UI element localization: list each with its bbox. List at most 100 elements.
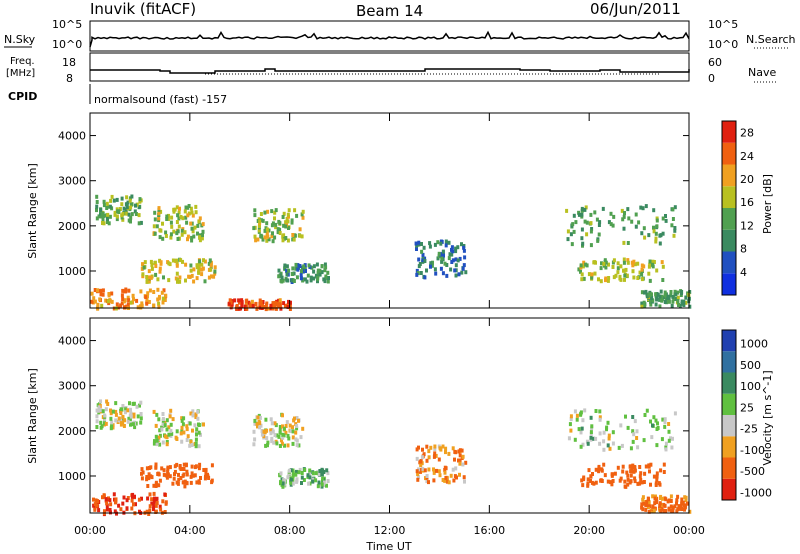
data-cell	[581, 442, 585, 447]
data-cell	[163, 492, 167, 497]
data-cell	[587, 272, 591, 277]
data-cell	[568, 422, 572, 427]
data-cell	[154, 503, 158, 508]
data-cell	[129, 215, 133, 220]
x-tick-label: 16:00	[473, 524, 505, 537]
data-cell	[598, 415, 602, 420]
data-cell	[671, 299, 675, 304]
data-cell	[105, 507, 109, 512]
data-cell	[658, 241, 662, 246]
data-cell	[276, 227, 280, 232]
data-cell	[198, 259, 202, 264]
data-cell	[326, 279, 330, 284]
data-cell	[289, 429, 293, 433]
data-cell	[109, 426, 113, 431]
data-cell	[640, 267, 644, 272]
data-cell	[626, 425, 630, 430]
data-cell	[650, 435, 654, 440]
data-cell	[210, 463, 214, 468]
nsky-tick-bottom: 10^0	[52, 38, 82, 51]
data-cell	[458, 458, 462, 463]
data-cell	[583, 207, 587, 212]
data-cell	[272, 304, 276, 309]
data-cell	[152, 224, 156, 229]
data-cell	[580, 212, 584, 217]
data-cell	[161, 221, 164, 226]
data-cell	[653, 496, 657, 501]
power-y-axis: 1000 2000 3000 4000	[58, 130, 689, 278]
colorbar-tick-label: 12	[740, 219, 754, 232]
data-cell	[292, 235, 296, 240]
data-cell	[660, 298, 664, 303]
data-cell	[140, 467, 144, 472]
data-cell	[627, 216, 631, 221]
data-cell	[613, 471, 617, 476]
data-cell	[291, 425, 294, 430]
data-cell	[269, 303, 273, 308]
data-cell	[198, 462, 202, 467]
data-cell	[421, 252, 425, 257]
velocity-panel: 1000 2000 3000 4000 Slant Range [km] 1000 50…	[26, 317, 774, 517]
data-cell	[158, 294, 161, 299]
data-cell	[175, 258, 178, 263]
data-cell	[589, 430, 593, 434]
beam-title: Beam 14	[356, 2, 423, 20]
data-cell	[609, 222, 613, 227]
data-cell	[430, 263, 434, 268]
data-cell	[667, 429, 671, 434]
data-cell	[102, 203, 106, 208]
data-cell	[654, 239, 658, 244]
data-cell	[166, 217, 170, 221]
data-cell	[312, 264, 316, 269]
data-cell	[673, 228, 677, 233]
data-cell	[197, 219, 201, 224]
data-cell	[606, 443, 610, 448]
data-cell	[463, 479, 466, 484]
data-cell	[600, 261, 603, 266]
data-cell	[113, 210, 117, 215]
data-cell	[161, 499, 165, 504]
data-cell	[621, 217, 625, 222]
data-cell	[417, 257, 421, 262]
data-cell	[295, 469, 298, 474]
data-cell	[278, 221, 282, 226]
data-cell	[662, 462, 666, 467]
data-cell	[301, 215, 305, 220]
data-cell	[601, 206, 605, 211]
data-cell	[181, 480, 185, 485]
data-cell	[196, 409, 200, 414]
data-cell	[158, 235, 162, 240]
data-cell	[251, 303, 255, 308]
data-cell	[128, 198, 132, 203]
data-cell	[415, 469, 419, 474]
data-cell	[323, 268, 327, 273]
data-cell	[444, 450, 447, 455]
data-cell	[264, 417, 268, 422]
data-cell	[614, 273, 618, 278]
data-cell	[237, 298, 241, 303]
data-cell	[145, 277, 149, 282]
data-cell	[420, 242, 423, 246]
data-cell	[153, 260, 157, 265]
data-cell	[118, 207, 122, 211]
data-cell	[641, 497, 645, 502]
data-cell	[195, 265, 199, 270]
data-cell	[316, 268, 320, 273]
data-cell	[597, 464, 601, 469]
data-cell	[417, 240, 421, 245]
data-cell	[433, 242, 437, 247]
data-cell	[423, 256, 427, 261]
data-cell	[663, 417, 667, 422]
colorbar-swatch	[722, 142, 736, 165]
data-cell	[434, 453, 438, 458]
data-cell	[140, 266, 144, 271]
data-cell	[416, 475, 420, 480]
data-cell	[278, 300, 282, 305]
data-cell	[661, 216, 665, 221]
data-cell	[155, 412, 159, 417]
data-cell	[283, 263, 287, 268]
data-cell	[156, 277, 160, 282]
data-cell	[456, 245, 460, 250]
data-cell	[454, 257, 458, 262]
data-cell	[640, 231, 644, 236]
